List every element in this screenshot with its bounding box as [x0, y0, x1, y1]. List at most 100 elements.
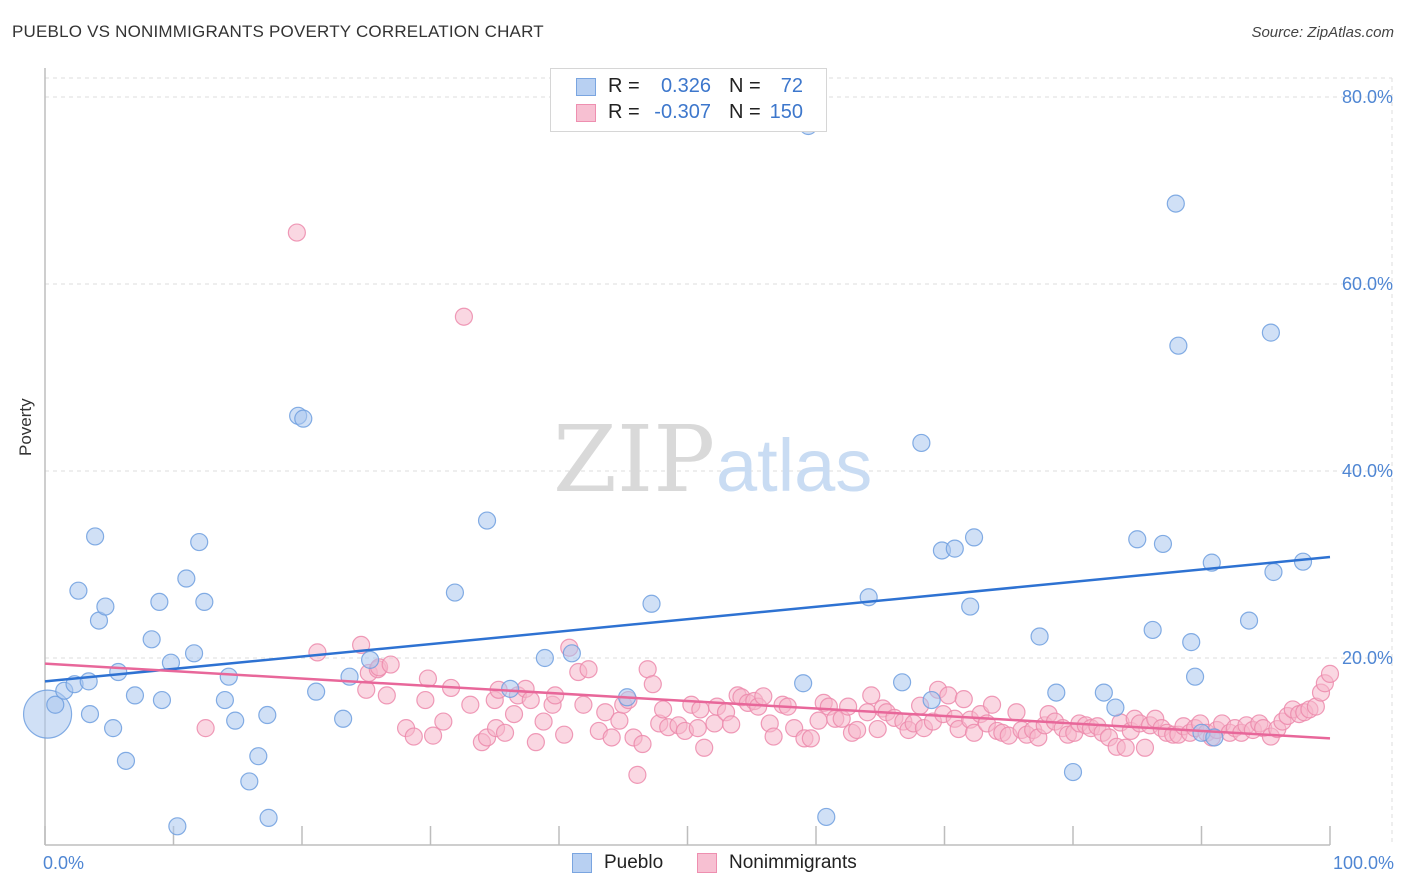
- nonimmigrants-point: [555, 725, 574, 744]
- pueblo-point: [1261, 323, 1280, 342]
- nonimmigrants-point: [610, 711, 629, 730]
- nonimmigrants-point: [939, 686, 958, 705]
- pueblo-point: [1239, 611, 1259, 630]
- x-tick-label: 100.0%: [1333, 853, 1394, 873]
- nonimmigrants-point: [377, 686, 396, 705]
- nonimmigrants-point: [868, 719, 887, 739]
- pueblo-point: [562, 644, 581, 663]
- pueblo-point: [190, 532, 209, 552]
- pueblo-point: [104, 719, 123, 738]
- pueblo-point: [1185, 667, 1205, 686]
- nonimmigrants-trend-line: [44, 662, 1331, 740]
- pueblo-point: [80, 704, 100, 724]
- pueblo-point: [892, 673, 912, 692]
- pueblo-trend-line: [44, 555, 1331, 683]
- pueblo-point: [1143, 620, 1162, 640]
- pueblo-point: [501, 679, 520, 698]
- pueblo-point: [535, 648, 554, 668]
- nonimmigrants-point: [954, 690, 973, 709]
- pueblo-point: [226, 711, 245, 730]
- nonimmigrants-point: [423, 726, 443, 745]
- nonimmigrants-point: [381, 655, 400, 674]
- nonimmigrants-point: [404, 727, 423, 746]
- legend-n-label: N =: [729, 75, 761, 97]
- nonimmigrants-point: [688, 719, 707, 738]
- nonimmigrants-point: [801, 729, 820, 748]
- pueblo-point: [1063, 762, 1083, 782]
- pueblo-point: [307, 682, 326, 701]
- pueblo-point: [142, 630, 161, 649]
- pueblo-point: [1128, 530, 1147, 549]
- nonimmigrants-point: [526, 733, 545, 752]
- pueblo-point: [195, 592, 214, 612]
- pueblo-point: [1106, 698, 1125, 717]
- nonimmigrants-point: [534, 712, 553, 731]
- pueblo-point: [1264, 562, 1283, 582]
- legend-n-value-pueblo: 72: [780, 75, 803, 97]
- pueblo-point: [116, 751, 136, 770]
- pueblo-point: [152, 690, 172, 710]
- pueblo-point: [961, 597, 980, 616]
- pueblo-point: [361, 650, 380, 669]
- nonimmigrants-point: [579, 660, 598, 679]
- y-tick-label: 80.0%: [1342, 87, 1393, 107]
- nonimmigrants-point: [1007, 703, 1026, 722]
- y-tick-labels: 20.0% 40.0% 60.0% 80.0%: [1342, 87, 1393, 668]
- watermark-zip: ZIP: [553, 406, 715, 513]
- pueblo-point: [964, 528, 984, 547]
- nonimmigrants-point: [504, 704, 524, 724]
- legend-r-value-nonimmigrants: -0.307: [654, 101, 711, 123]
- nonimmigrants-point: [546, 686, 565, 705]
- pueblo-point: [1169, 336, 1188, 355]
- watermark: ZIP atlas: [553, 406, 872, 513]
- pueblo-point: [945, 539, 964, 558]
- pueblo-point: [1030, 627, 1049, 646]
- pueblo-point: [922, 690, 941, 710]
- pueblo-point: [96, 597, 115, 616]
- y-tick-label: 40.0%: [1342, 461, 1393, 481]
- pueblo-point: [445, 583, 465, 602]
- pueblo-point: [1293, 552, 1313, 571]
- nonimmigrants-point: [1135, 738, 1155, 757]
- nonimmigrants-point: [691, 700, 710, 719]
- y-tick-label: 20.0%: [1342, 648, 1393, 668]
- legend-swatch-nonimmigrants: [697, 853, 717, 873]
- nonimmigrants-point: [495, 723, 515, 742]
- nonimmigrants-point: [982, 695, 1002, 714]
- legend-swatch-pueblo: [572, 853, 592, 873]
- pueblo-point: [69, 581, 88, 600]
- pueblo-point: [259, 808, 278, 827]
- pueblo-point: [817, 807, 836, 827]
- nonimmigrants-point: [196, 719, 215, 738]
- pueblo-point: [184, 644, 204, 663]
- nonimmigrants-point: [754, 687, 773, 706]
- pueblo-point: [1166, 194, 1185, 213]
- legend-label-nonimmigrants: Nonimmigrants: [729, 852, 857, 873]
- pueblo-point: [125, 686, 145, 705]
- nonimmigrants-point: [574, 695, 593, 714]
- nonimmigrants-point: [1116, 738, 1135, 757]
- pueblo-point: [1047, 683, 1066, 702]
- pueblo-point: [240, 772, 259, 791]
- legend-n-value-nonimmigrants: 150: [769, 101, 803, 123]
- pueblo-point: [1182, 633, 1201, 652]
- legend-r-label: R =: [608, 75, 640, 97]
- stats-legend: R = 0.326 N = 72 R = -0.307 N = 150: [550, 68, 827, 132]
- nonimmigrants-point: [287, 223, 306, 242]
- pueblo-point: [150, 592, 169, 612]
- pueblo-point: [794, 674, 813, 693]
- nonimmigrants-point: [964, 723, 984, 742]
- legend-r-label: R =: [608, 101, 640, 123]
- nonimmigrants-point: [1320, 664, 1340, 683]
- source-credit: Source: ZipAtlas.com: [1251, 24, 1394, 41]
- trend-lines: [44, 555, 1331, 740]
- pueblo-point: [86, 527, 105, 546]
- nonimmigrants-point: [454, 307, 474, 326]
- x-tick-labels: 0.0% 100.0%: [43, 853, 1394, 873]
- pueblo-point: [294, 409, 313, 428]
- legend-swatch-nonimmigrants: [576, 104, 596, 122]
- nonimmigrants-point: [839, 697, 858, 716]
- pueblo-point: [1153, 534, 1173, 554]
- nonimmigrants-point: [764, 727, 783, 746]
